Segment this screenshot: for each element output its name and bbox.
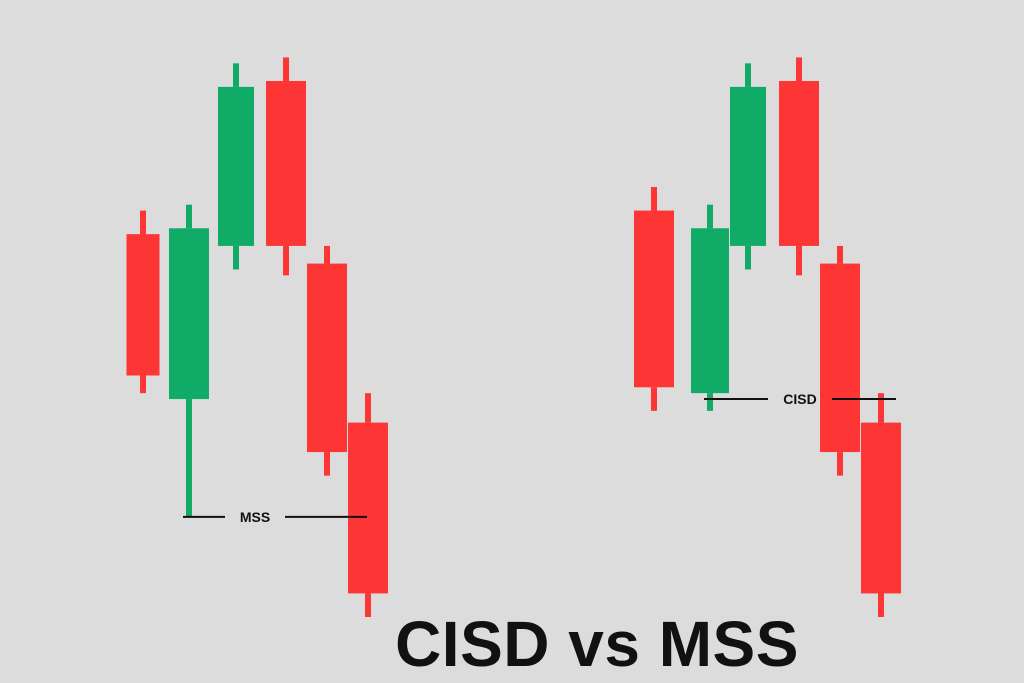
cisd-level: CISD: [704, 391, 896, 407]
candle-body: [169, 228, 209, 400]
candle-body: [307, 263, 347, 453]
upper-wick: [878, 393, 884, 423]
cisd-candlestick-chart: CISD: [634, 57, 901, 617]
lower-wick: [745, 245, 751, 270]
cisd-level-label: CISD: [783, 391, 816, 407]
lower-wick: [365, 593, 371, 617]
lower-wick: [283, 245, 289, 276]
lower-wick: [186, 399, 192, 517]
candle-body: [691, 228, 729, 394]
mss-level: MSS: [183, 509, 367, 525]
candle-body: [820, 263, 860, 453]
upper-wick: [186, 204, 192, 229]
cisd-candle-6-bearish: [861, 393, 901, 617]
upper-wick: [233, 63, 239, 87]
lower-wick: [233, 245, 239, 270]
mss-candle-6-bearish: [348, 393, 388, 617]
upper-wick: [324, 245, 330, 264]
lower-wick: [796, 245, 802, 276]
upper-wick: [365, 393, 371, 423]
mss-level-label: MSS: [240, 509, 270, 525]
candle-body: [348, 422, 388, 594]
candle-body: [266, 81, 306, 246]
candle-body: [779, 81, 819, 246]
lower-wick: [878, 593, 884, 617]
upper-wick: [140, 210, 146, 235]
lower-wick: [707, 393, 713, 411]
candle-body: [218, 86, 254, 246]
cisd-candle-2-bullish: [691, 204, 729, 411]
main-title: CISD vs MSS: [395, 608, 799, 680]
upper-wick: [651, 187, 657, 211]
candle-body: [126, 234, 160, 376]
lower-wick: [651, 387, 657, 411]
upper-wick: [707, 204, 713, 229]
upper-wick: [745, 63, 751, 87]
lower-wick: [140, 375, 146, 394]
cisd-candle-4-bearish: [779, 57, 819, 276]
lower-wick: [324, 452, 330, 476]
cisd-candle-5-bearish: [820, 245, 860, 476]
upper-wick: [283, 57, 289, 81]
cisd-candle-1-bearish: [634, 187, 674, 411]
mss-candle-5-bearish: [307, 245, 347, 476]
mss-candle-2-bullish: [169, 204, 209, 517]
candle-body: [861, 422, 901, 594]
lower-wick: [837, 452, 843, 476]
mss-candle-1-bearish: [126, 210, 160, 394]
mss-candle-3-bullish: [218, 63, 254, 270]
mss-candlestick-chart: MSS: [126, 57, 388, 617]
mss-candle-4-bearish: [266, 57, 306, 276]
upper-wick: [796, 57, 802, 81]
upper-wick: [837, 245, 843, 264]
candle-body: [634, 210, 674, 388]
candle-body: [730, 86, 766, 246]
cisd-candle-3-bullish: [730, 63, 766, 270]
